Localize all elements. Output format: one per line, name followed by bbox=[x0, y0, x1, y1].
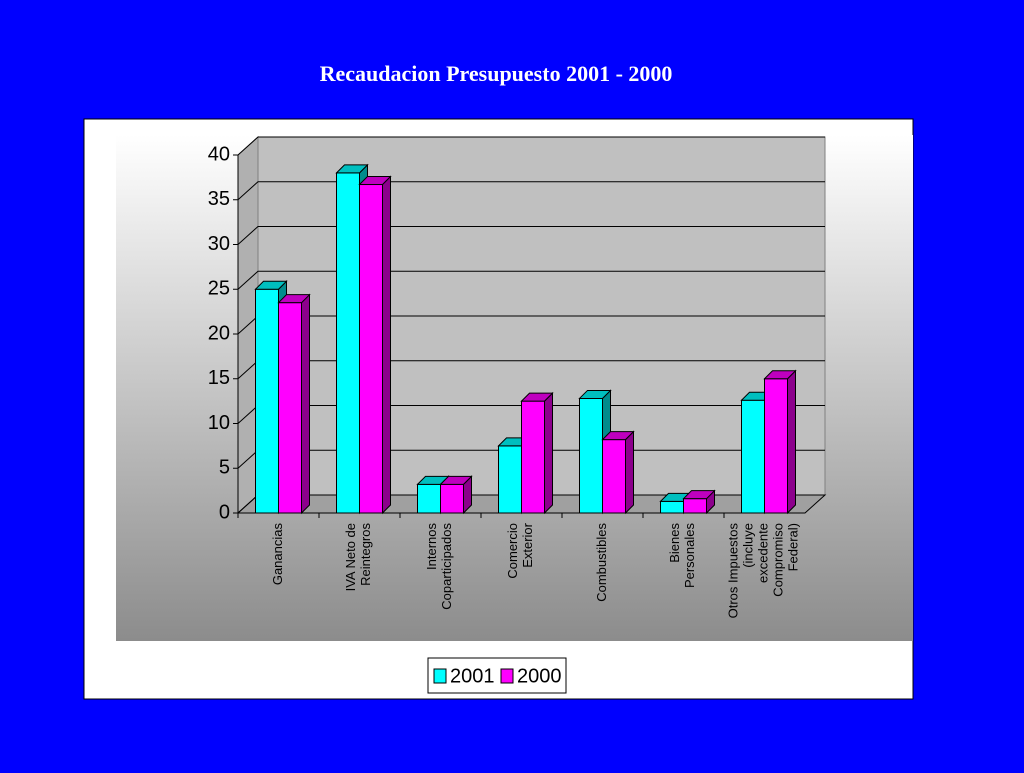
bar-front bbox=[498, 445, 522, 514]
bar-front bbox=[660, 500, 684, 514]
legend bbox=[427, 657, 567, 694]
bar-top bbox=[439, 475, 473, 485]
legend-swatch bbox=[500, 668, 514, 684]
bar-front bbox=[579, 397, 603, 514]
bar-top bbox=[682, 490, 716, 500]
legend-label: 2001 bbox=[450, 665, 495, 687]
bar-top bbox=[601, 431, 635, 441]
y-tick-label: 25 bbox=[208, 278, 230, 300]
bar bbox=[277, 293, 311, 515]
bar-front bbox=[683, 498, 707, 514]
bar-side bbox=[787, 369, 796, 515]
legend-swatch bbox=[433, 668, 447, 684]
y-tick-label: 20 bbox=[208, 322, 230, 344]
bar-front bbox=[255, 288, 279, 514]
x-tick-label: ComercioExterior bbox=[505, 522, 535, 578]
bar bbox=[763, 369, 797, 515]
bar-top bbox=[763, 370, 797, 380]
x-tick-label: IVA Neto deReintegros bbox=[343, 523, 373, 592]
bar-front bbox=[521, 400, 545, 514]
bar-front bbox=[359, 184, 383, 514]
y-tick-label: 5 bbox=[219, 457, 230, 479]
bar-front bbox=[741, 399, 765, 514]
chart-title: Recaudacion Presupuesto 2001 - 2000 bbox=[320, 61, 673, 86]
y-tick-label: 30 bbox=[208, 233, 230, 255]
bar-top bbox=[358, 176, 392, 186]
bar-side bbox=[544, 391, 553, 515]
bar-side bbox=[382, 175, 391, 515]
grid-line bbox=[237, 136, 825, 156]
x-tick-label: Ganancias bbox=[270, 523, 285, 586]
bar-front bbox=[278, 302, 302, 514]
bar-front bbox=[440, 483, 464, 514]
bar-front bbox=[336, 172, 360, 514]
x-tick-label: InternosCoparticipados bbox=[424, 523, 454, 610]
bar bbox=[358, 175, 392, 515]
bar bbox=[682, 489, 716, 515]
y-tick-label: 10 bbox=[208, 412, 230, 434]
bar bbox=[520, 391, 554, 515]
y-tick-label: 15 bbox=[208, 367, 230, 389]
grid-line bbox=[237, 270, 825, 290]
bar bbox=[439, 475, 473, 515]
y-tick-label: 35 bbox=[208, 188, 230, 210]
x-tick-label: BienesPersonales bbox=[667, 523, 697, 589]
bar-top bbox=[335, 164, 369, 174]
grid-line bbox=[237, 226, 825, 245]
bar bbox=[601, 430, 635, 515]
grid-line bbox=[237, 181, 825, 201]
bar-top bbox=[578, 389, 612, 399]
x-tick-label: Combustibles bbox=[594, 523, 609, 602]
y-tick-label: 0 bbox=[219, 501, 230, 523]
x-tick-label: Otros Impuestos(incluyeexcedenteCompromi… bbox=[726, 523, 801, 619]
legend-label: 2000 bbox=[517, 665, 562, 687]
bar-side bbox=[301, 293, 310, 515]
bar-front bbox=[602, 439, 626, 514]
y-tick-label: 40 bbox=[208, 143, 230, 165]
bar-front bbox=[764, 378, 788, 514]
bar-top bbox=[277, 294, 311, 304]
bar-top bbox=[520, 392, 554, 402]
bar-top bbox=[254, 280, 288, 290]
bar-side bbox=[625, 430, 634, 515]
bar-front bbox=[417, 483, 441, 514]
